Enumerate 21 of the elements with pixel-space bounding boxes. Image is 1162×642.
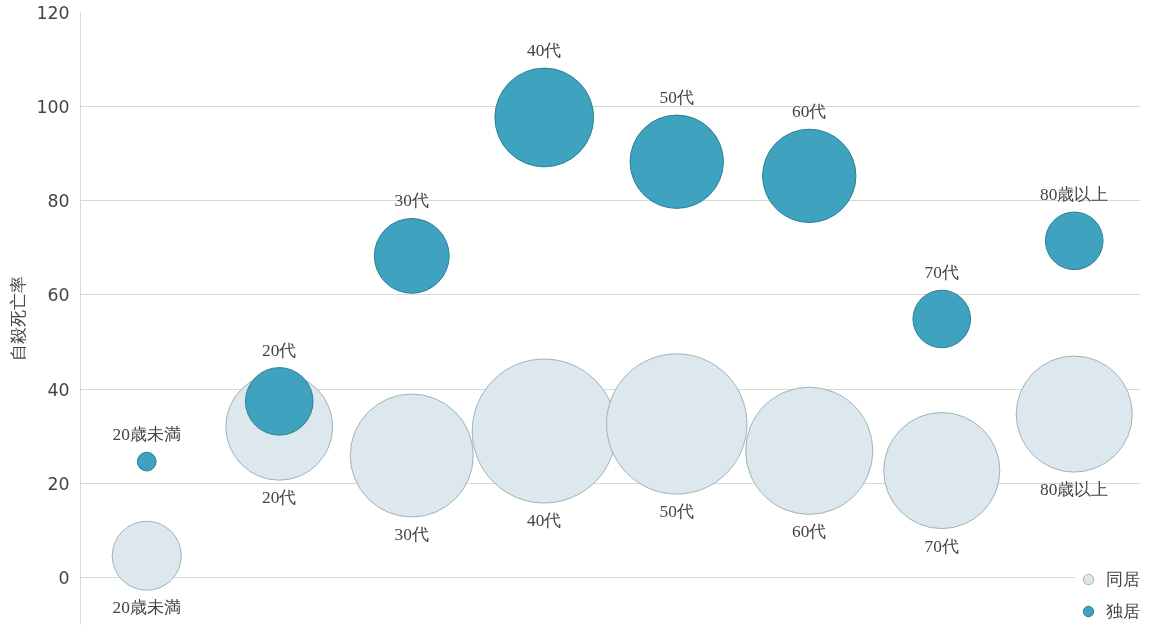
category-label: 70代	[924, 263, 959, 283]
legend-label: 同居	[1106, 568, 1140, 591]
y-tick-label: 60	[47, 285, 70, 306]
legend-label: 独居	[1106, 600, 1140, 623]
category-label: 60代	[792, 102, 827, 122]
y-axis-title: 自殺死亡率	[8, 276, 29, 361]
y-tick-label: 40	[47, 379, 70, 400]
category-label: 40代	[527, 41, 562, 61]
category-label: 50代	[659, 88, 694, 108]
y-tick-label: 120	[36, 3, 70, 23]
category-label: 80歳以上	[1040, 185, 1109, 205]
x-tick-label: 40代	[527, 511, 562, 531]
x-tick-label: 60代	[792, 522, 827, 542]
category-label: 20代	[262, 340, 297, 360]
y-tick-label: 0	[58, 567, 70, 588]
y-tick-label: 20	[47, 473, 70, 494]
y-tick-label: 80	[47, 191, 70, 212]
category-label: 30代	[394, 191, 429, 211]
category-label: 20歳未満	[112, 425, 181, 445]
y-tick-label: 100	[36, 97, 70, 118]
x-tick-label: 30代	[394, 525, 429, 545]
